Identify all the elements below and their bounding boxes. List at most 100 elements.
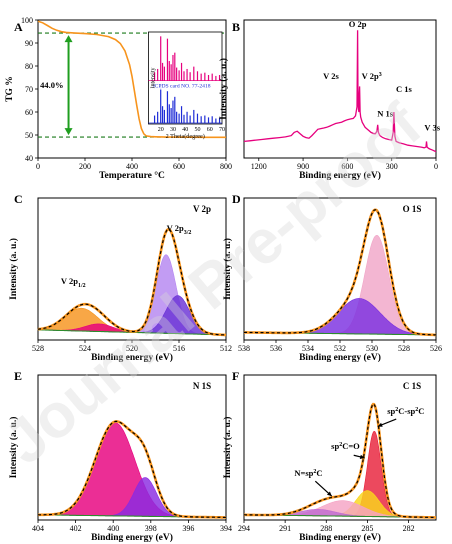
x-tick-label: 526 [430,344,442,353]
x-tick-label: 394 [220,524,232,533]
inset-legend-bg [150,81,221,90]
panel-tag: O 1S [403,204,422,214]
y-tick-label: 60 [25,108,33,117]
panel-letter: D [232,192,241,206]
x-tick-label: 1200 [251,162,267,171]
peak-annotation: O 2p [349,19,367,29]
panel-f: 294 291 288 285 282 Binding energy (eV) Intens… [222,369,437,543]
arrow-head-down [64,128,73,136]
x-tick-label: 528 [398,344,410,353]
x-tick-label: 402 [70,524,82,533]
y-tick-label: 70 [25,85,33,94]
x-tick-label: 400 [107,524,119,533]
x-tick-label: 294 [238,524,250,533]
x-tick-label: 534 [302,344,314,353]
y-axis-title: Intensity (a. u.) [222,238,233,300]
inset-x-tick-label: 60 [207,127,213,133]
y-tick-label: 90 [25,39,33,48]
panel-tag: N 1S [193,381,211,391]
x-axis-title: Binding energy (eV) [299,532,381,543]
peak-annotation: N 1s [377,109,394,119]
x-tick-label: 398 [145,524,157,533]
x-tick-label: 532 [334,344,346,353]
arrow-head-up [64,35,73,43]
x-tick-label: 528 [32,344,44,353]
annotation-arrow-head [326,491,332,497]
inset-y-axis-title: Intensity [150,68,156,89]
panel-a: 0 200 400 600 800 Temperature °C TG % A 40 50 60 70… [5,16,232,181]
xps-survey-curve [243,30,437,153]
x-axis-title: Binding energy (eV) [299,170,381,181]
panel-letter: F [232,369,239,383]
y-axis-title: Intensity (a. u.) [8,238,19,300]
x-tick-label: 800 [220,162,232,171]
x-tick-label: 0 [36,162,40,171]
plot-frame [243,19,437,159]
peak-annotation: V 2s [323,71,339,81]
peak-annotation: C 1s [396,84,413,94]
annotation-arrow-head [359,454,365,459]
x-axis-title: Temperature °C [99,170,165,181]
x-tick-label: 900 [297,162,309,171]
x-tick-label: 285 [361,524,373,533]
x-tick-label: 404 [32,524,44,533]
inset-x-tick-label: 20 [158,127,164,133]
panel-letter: A [14,20,23,34]
x-tick-label: 282 [403,524,415,533]
x-tick-label: 200 [79,162,91,171]
tg-curve [37,20,226,139]
experimental-curve [244,403,436,518]
x-tick-label: 288 [320,524,332,533]
peak-label: V 2p3/2 [167,223,192,236]
peak-label: sp2C-sp2C [387,406,424,416]
x-axis-title: Binding energy (eV) [91,532,173,543]
annotation-arrow-head [377,422,383,427]
x-tick-label: 600 [341,162,353,171]
x-tick-label: 520 [126,344,138,353]
x-tick-label: 512 [220,344,232,353]
panel-letter: B [232,20,240,34]
y-axis-title: Intensity (a. u.) [218,58,229,120]
peak-label: V 2p1/2 [61,276,86,289]
y-tick-label: 100 [21,16,33,25]
panel-e: 404 402 400 398 396 394 Binding energy (eV) Int… [8,369,232,543]
x-axis-title: Binding energy (eV) [299,352,381,363]
plot-frame [37,374,227,521]
x-tick-label: 300 [386,162,398,171]
inset-legend: JCPDS card NO. 77-2418 [152,84,210,90]
panel-tag: V 2p [193,204,211,214]
x-tick-label: 524 [79,344,91,353]
inset-x-tick-label: 50 [194,127,200,133]
x-tick-label: 536 [270,344,282,353]
inset-x-tick-label: 30 [170,127,176,133]
inset-x-tick-label: 40 [182,127,188,133]
y-tick-label: 50 [25,131,33,140]
y-axis-title: TG % [5,76,15,102]
panel-c: 528 524 520 516 512 Binding energy (eV) Intens… [8,192,232,363]
inset-x-axis-title: 2 Theta(degree) [166,133,205,140]
x-tick-label: 0 [434,162,438,171]
x-tick-label: 291 [279,524,291,533]
x-tick-label: 400 [126,162,138,171]
inset-x-tick-label: 70 [219,127,225,133]
x-tick-label: 538 [238,344,250,353]
x-axis-title: Binding energy (eV) [91,352,173,363]
fit-envelope [244,208,436,337]
fit-envelope [38,420,226,519]
peak-annotation: V 2p3 [362,71,382,81]
x-tick-label: 516 [173,344,185,353]
peak-label: sp2C=O [331,441,360,451]
y-axis-title: Intensity (a. u.) [8,417,19,479]
x-tick-label: 530 [366,344,378,353]
panel-b: 1200 900 600 300 0 Binding energy (eV) Intensi… [218,19,441,181]
plot-frame [243,374,437,521]
x-tick-label: 600 [173,162,185,171]
panel-tag: C 1S [403,381,421,391]
peak-annotation: V 3s [424,122,440,132]
inset-frame [148,31,223,125]
y-tick-label: 40 [25,154,33,163]
panel-letter: E [14,369,22,383]
experimental-curve [37,228,226,336]
panel-d: 538 536 534 532 530 528 526 Binding energy (eV)… [222,192,442,363]
